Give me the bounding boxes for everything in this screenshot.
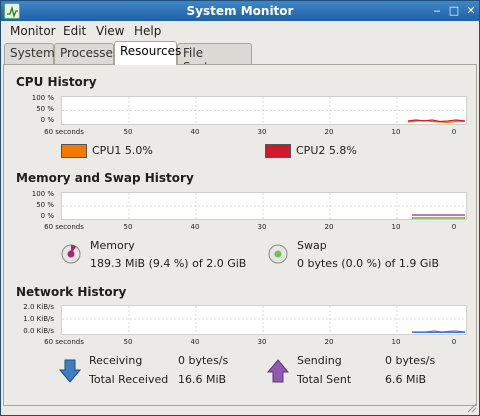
menu-bar: Monitor Edit View Help bbox=[1, 21, 479, 41]
cpu-xtick: 20 bbox=[324, 128, 334, 136]
app-icon[interactable] bbox=[4, 3, 20, 19]
memory-xtick: 50 bbox=[123, 223, 133, 231]
sending-series-line bbox=[412, 330, 466, 333]
network-xtick: 30 bbox=[257, 338, 267, 346]
tab-resources[interactable]: Resources bbox=[114, 41, 181, 65]
network-graph-canvas bbox=[62, 306, 466, 334]
cpu-ytick: 50 % bbox=[36, 105, 54, 113]
network-xtick: 0 bbox=[451, 338, 457, 346]
receiving-arrow-icon[interactable] bbox=[59, 359, 81, 383]
memory-xtick: 20 bbox=[324, 223, 334, 231]
swap-usage-pie-icon[interactable] bbox=[268, 244, 288, 264]
resources-panel: CPU History 100 % 50 % 0 % 60 seconds 50… bbox=[3, 64, 477, 406]
memory-xtick: 0 bbox=[451, 223, 457, 231]
minimize-icon[interactable]: ‒ bbox=[433, 4, 441, 17]
memory-usage-pie-icon[interactable] bbox=[61, 244, 81, 264]
sending-value: 0 bytes/s bbox=[385, 354, 436, 367]
cpu1-color-swatch[interactable] bbox=[61, 144, 87, 158]
memory-xtick: 30 bbox=[257, 223, 267, 231]
memory-ytick: 50 % bbox=[36, 201, 54, 209]
network-xtick: 60 seconds bbox=[44, 338, 84, 346]
window-title: System Monitor bbox=[186, 4, 294, 18]
swap-label: Swap bbox=[297, 239, 327, 252]
tab-file-systems[interactable]: File Systems bbox=[177, 43, 252, 74]
menu-monitor[interactable]: Monitor bbox=[10, 24, 56, 38]
cpu1-series-line bbox=[407, 119, 465, 124]
menu-view[interactable]: View bbox=[96, 24, 125, 38]
network-history-graph bbox=[61, 305, 467, 335]
cpu2-series-line bbox=[407, 119, 466, 123]
memory-ytick: 100 % bbox=[31, 190, 54, 198]
cpu-graph-canvas bbox=[62, 97, 466, 124]
sending-label: Sending bbox=[297, 354, 342, 367]
cpu-history-title: CPU History bbox=[16, 75, 97, 89]
cpu-ytick: 100 % bbox=[31, 94, 54, 102]
sending-arrow-icon[interactable] bbox=[267, 359, 289, 383]
total-received-label: Total Received bbox=[89, 373, 169, 386]
memory-label: Memory bbox=[90, 239, 135, 252]
network-ytick: 0.0 KiB/s bbox=[23, 327, 54, 335]
cpu2-color-swatch[interactable] bbox=[265, 144, 291, 158]
cpu2-label: CPU2 5.8% bbox=[296, 144, 357, 157]
cpu1-label: CPU1 5.0% bbox=[92, 144, 153, 157]
memory-xtick: 60 seconds bbox=[44, 223, 84, 231]
total-sent-label: Total Sent bbox=[297, 373, 352, 386]
cpu-ytick: 0 % bbox=[40, 116, 54, 124]
memory-history-title: Memory and Swap History bbox=[16, 171, 194, 185]
receiving-label: Receiving bbox=[89, 354, 143, 367]
cpu-history-graph bbox=[61, 96, 467, 125]
cpu-xtick: 60 seconds bbox=[44, 128, 84, 136]
close-icon[interactable]: ✕ bbox=[466, 4, 476, 17]
network-ytick: 2.0 KiB/s bbox=[23, 303, 54, 311]
total-received-value: 16.6 MiB bbox=[178, 373, 227, 386]
cpu-xtick: 0 bbox=[451, 128, 457, 136]
receiving-value: 0 bytes/s bbox=[178, 354, 229, 367]
cpu-xtick: 40 bbox=[190, 128, 200, 136]
network-xtick: 20 bbox=[324, 338, 334, 346]
network-xtick: 50 bbox=[123, 338, 133, 346]
memory-value: 189.3 MiB (9.4 %) of 2.0 GiB bbox=[90, 257, 247, 270]
network-xtick: 10 bbox=[391, 338, 401, 346]
total-sent-value: 6.6 MiB bbox=[385, 373, 427, 386]
network-history-title: Network History bbox=[16, 285, 127, 299]
network-xtick: 40 bbox=[190, 338, 200, 346]
tab-system[interactable]: System bbox=[4, 43, 55, 64]
memory-history-graph bbox=[61, 192, 467, 220]
memory-xtick: 40 bbox=[190, 223, 200, 231]
menu-edit[interactable]: Edit bbox=[63, 24, 87, 38]
memory-xtick: 10 bbox=[391, 223, 401, 231]
network-ytick: 1.0 KiB/s bbox=[23, 315, 54, 323]
swap-value: 0 bytes (0.0 %) of 1.9 GiB bbox=[297, 257, 440, 270]
tab-bar: System Processes Resources File Systems bbox=[1, 41, 479, 74]
tab-processes[interactable]: Processes bbox=[54, 43, 119, 64]
cpu-xtick: 10 bbox=[391, 128, 401, 136]
title-bar[interactable]: System Monitor ‒ □ ✕ bbox=[1, 1, 479, 21]
maximize-icon[interactable]: □ bbox=[448, 4, 460, 17]
resize-grip-icon[interactable] bbox=[465, 401, 477, 413]
cpu-xtick: 50 bbox=[123, 128, 133, 136]
memory-ytick: 0 % bbox=[40, 212, 54, 220]
menu-help[interactable]: Help bbox=[134, 24, 162, 38]
memory-graph-canvas bbox=[62, 193, 466, 219]
cpu-xtick: 30 bbox=[257, 128, 267, 136]
